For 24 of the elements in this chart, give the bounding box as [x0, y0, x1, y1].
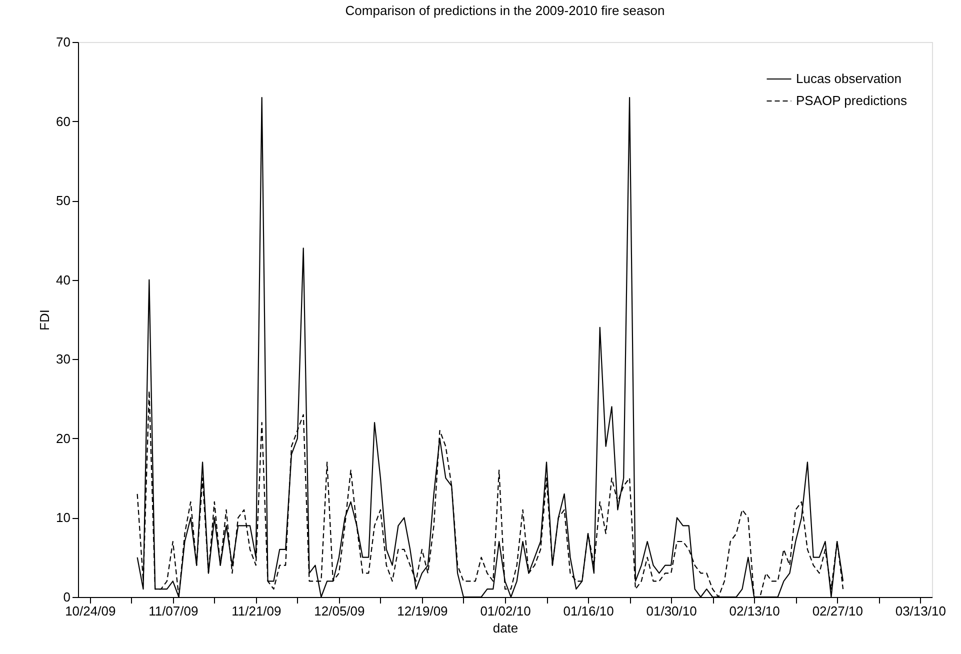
y-tick-label: 0 [63, 590, 70, 604]
x-axis-title: date [492, 620, 518, 636]
y-tick-label: 50 [56, 193, 70, 208]
x-tick-label: 11/21/09 [232, 604, 282, 618]
x-tick-label: 12/19/09 [397, 604, 448, 618]
y-tick-label: 10 [56, 510, 70, 526]
x-tick-label: 01/02/10 [480, 604, 531, 618]
x-tick-label: 02/27/10 [812, 604, 863, 618]
y-tick-label: 70 [56, 34, 70, 50]
x-tick-label: 01/30/10 [646, 604, 697, 618]
x-tick-label: 11/07/09 [148, 604, 198, 618]
chart-title: Comparison of predictions in the 2009-2010 fire season [345, 3, 665, 18]
y-tick-label: 60 [56, 114, 70, 129]
y-tick-label: 20 [56, 430, 70, 446]
x-tick-label: 10/24/09 [65, 604, 116, 618]
x-tick-label: 01/16/10 [563, 604, 614, 618]
x-tick-label: 12/05/09 [314, 604, 365, 618]
y-axis-title: FDI [37, 310, 52, 330]
y-tick-label: 30 [56, 352, 70, 367]
y-tick-label: 40 [56, 272, 70, 288]
x-tick-label: 02/13/10 [729, 604, 780, 618]
x-tick-label: 03/13/10 [895, 604, 946, 618]
legend-label: PSAOP predictions [796, 93, 908, 108]
legend-label: Lucas observation [796, 71, 902, 86]
